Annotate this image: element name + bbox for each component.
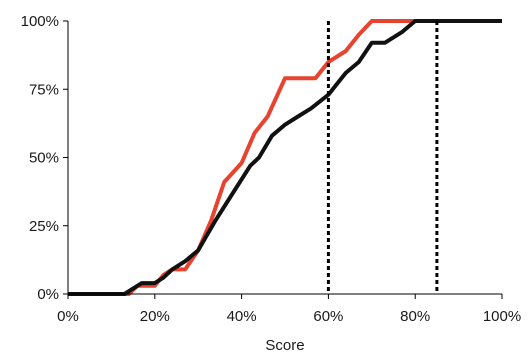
x-tick-label: 0% [57, 308, 79, 325]
y-tick-label: 75% [29, 81, 59, 98]
x-tick-label: 100% [483, 308, 521, 325]
y-tick-label: 25% [29, 218, 59, 235]
series-line-2 [68, 19, 502, 296]
x-axis-title: Score [265, 337, 304, 354]
y-tick-label: 100% [21, 13, 59, 30]
y-tick-label: 0% [37, 286, 59, 303]
x-tick-label: 60% [313, 308, 343, 325]
x-tick-label: 80% [400, 308, 430, 325]
plot-area [68, 19, 502, 296]
x-tick-label: 20% [140, 308, 170, 325]
x-tick-label: 40% [227, 308, 257, 325]
y-tick-label: 50% [29, 150, 59, 167]
axes: 0% 25% 50% 75% 100% 0% 20% 40% 60% 80% 100% [21, 13, 522, 325]
